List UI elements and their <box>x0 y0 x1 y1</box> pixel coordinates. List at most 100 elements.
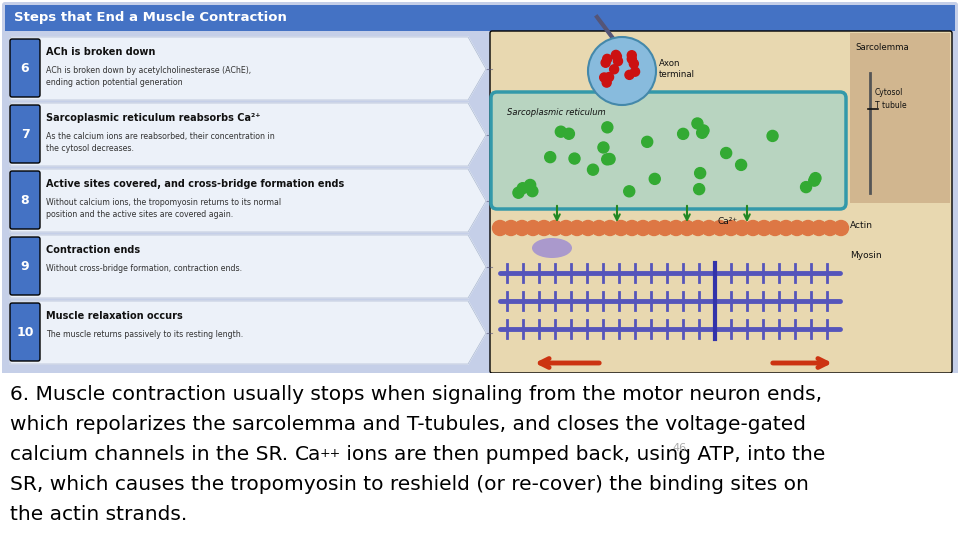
Text: Sarcoplasmic reticulum reabsorbs Ca²⁺: Sarcoplasmic reticulum reabsorbs Ca²⁺ <box>46 113 260 123</box>
Ellipse shape <box>532 238 572 258</box>
Circle shape <box>515 220 530 235</box>
Circle shape <box>680 220 694 235</box>
Text: 46: 46 <box>672 443 686 453</box>
Text: ++: ++ <box>320 447 341 460</box>
Text: T tubule: T tubule <box>875 101 906 110</box>
Circle shape <box>690 220 706 235</box>
Circle shape <box>603 220 617 235</box>
Circle shape <box>810 173 821 184</box>
Circle shape <box>588 37 656 105</box>
Circle shape <box>658 220 673 235</box>
Circle shape <box>627 51 636 60</box>
Circle shape <box>610 65 618 74</box>
Circle shape <box>808 175 820 186</box>
Text: 10: 10 <box>16 326 34 339</box>
Circle shape <box>724 220 738 235</box>
Circle shape <box>789 220 804 235</box>
Circle shape <box>779 220 794 235</box>
Circle shape <box>598 142 609 153</box>
Circle shape <box>746 220 760 235</box>
Circle shape <box>604 153 615 165</box>
Circle shape <box>544 152 556 163</box>
Bar <box>5 5 955 31</box>
Bar <box>850 33 950 203</box>
Text: Axon
terminal: Axon terminal <box>659 59 695 79</box>
Circle shape <box>734 220 750 235</box>
Text: Without cross-bridge formation, contraction ends.: Without cross-bridge formation, contract… <box>46 264 242 273</box>
Text: 6: 6 <box>21 62 30 75</box>
Circle shape <box>581 220 595 235</box>
Circle shape <box>564 129 574 139</box>
FancyBboxPatch shape <box>10 39 40 97</box>
Circle shape <box>605 72 613 82</box>
Text: Cytosol: Cytosol <box>875 88 903 97</box>
Text: Sarcoplasmic reticulum: Sarcoplasmic reticulum <box>507 108 606 117</box>
Text: Active sites covered, and cross-bridge formation ends: Active sites covered, and cross-bridge f… <box>46 179 345 189</box>
Circle shape <box>756 220 772 235</box>
Circle shape <box>811 220 827 235</box>
Circle shape <box>625 220 639 235</box>
Text: which repolarizes the sarcolemma and T-tubules, and closes the voltage-gated: which repolarizes the sarcolemma and T-t… <box>10 415 806 434</box>
FancyBboxPatch shape <box>10 237 40 295</box>
Circle shape <box>525 220 540 235</box>
Circle shape <box>613 220 629 235</box>
Circle shape <box>625 70 634 79</box>
Circle shape <box>698 125 709 136</box>
Circle shape <box>767 220 782 235</box>
Circle shape <box>559 220 573 235</box>
Text: As the calcium ions are reabsorbed, their concentration in
the cytosol decreases: As the calcium ions are reabsorbed, thei… <box>46 132 275 153</box>
Text: Steps that End a Muscle Contraction: Steps that End a Muscle Contraction <box>14 11 287 24</box>
Circle shape <box>694 184 705 194</box>
Circle shape <box>600 73 609 82</box>
Circle shape <box>588 164 598 175</box>
FancyBboxPatch shape <box>10 303 40 361</box>
Text: ++: ++ <box>320 447 341 460</box>
Circle shape <box>630 59 638 68</box>
Circle shape <box>721 147 732 159</box>
Text: 9: 9 <box>21 260 30 273</box>
Text: 6. Muscle contraction usually stops when signaling from the motor neuron ends,: 6. Muscle contraction usually stops when… <box>10 384 822 403</box>
Text: SR, which causes the tropomyosin to reshield (or re-cover) the binding sites on: SR, which causes the tropomyosin to resh… <box>10 475 809 494</box>
Circle shape <box>547 220 563 235</box>
Circle shape <box>697 127 708 138</box>
FancyBboxPatch shape <box>490 31 952 373</box>
Circle shape <box>537 220 551 235</box>
Circle shape <box>513 187 524 198</box>
Circle shape <box>641 136 653 147</box>
Circle shape <box>712 220 728 235</box>
Circle shape <box>649 173 660 184</box>
Circle shape <box>492 220 508 235</box>
Circle shape <box>631 67 639 76</box>
Circle shape <box>702 220 716 235</box>
Circle shape <box>603 55 612 63</box>
Circle shape <box>612 52 621 61</box>
Polygon shape <box>10 103 486 166</box>
Circle shape <box>767 131 778 141</box>
Circle shape <box>503 220 518 235</box>
Circle shape <box>692 118 703 129</box>
Text: 7: 7 <box>20 127 30 140</box>
Circle shape <box>517 183 528 194</box>
Text: Ca²⁺: Ca²⁺ <box>717 217 737 226</box>
Circle shape <box>602 154 612 165</box>
Circle shape <box>569 153 580 164</box>
Text: ACh is broken down: ACh is broken down <box>46 47 156 57</box>
Text: The muscle returns passively to its resting length.: The muscle returns passively to its rest… <box>46 330 243 339</box>
Text: Without calcium ions, the tropomyosin returns to its normal
position and the act: Without calcium ions, the tropomyosin re… <box>46 198 281 219</box>
Circle shape <box>678 129 688 139</box>
Polygon shape <box>10 169 486 232</box>
Circle shape <box>613 57 622 66</box>
FancyBboxPatch shape <box>491 92 846 209</box>
Text: Muscle relaxation occurs: Muscle relaxation occurs <box>46 311 182 321</box>
Circle shape <box>555 126 566 137</box>
Text: Sarcolemma: Sarcolemma <box>855 43 909 52</box>
Circle shape <box>591 220 607 235</box>
Circle shape <box>525 179 536 191</box>
Polygon shape <box>10 301 486 364</box>
Circle shape <box>646 220 661 235</box>
Circle shape <box>801 220 815 235</box>
Circle shape <box>833 220 849 235</box>
Circle shape <box>668 220 684 235</box>
Circle shape <box>695 167 706 179</box>
FancyBboxPatch shape <box>10 171 40 229</box>
